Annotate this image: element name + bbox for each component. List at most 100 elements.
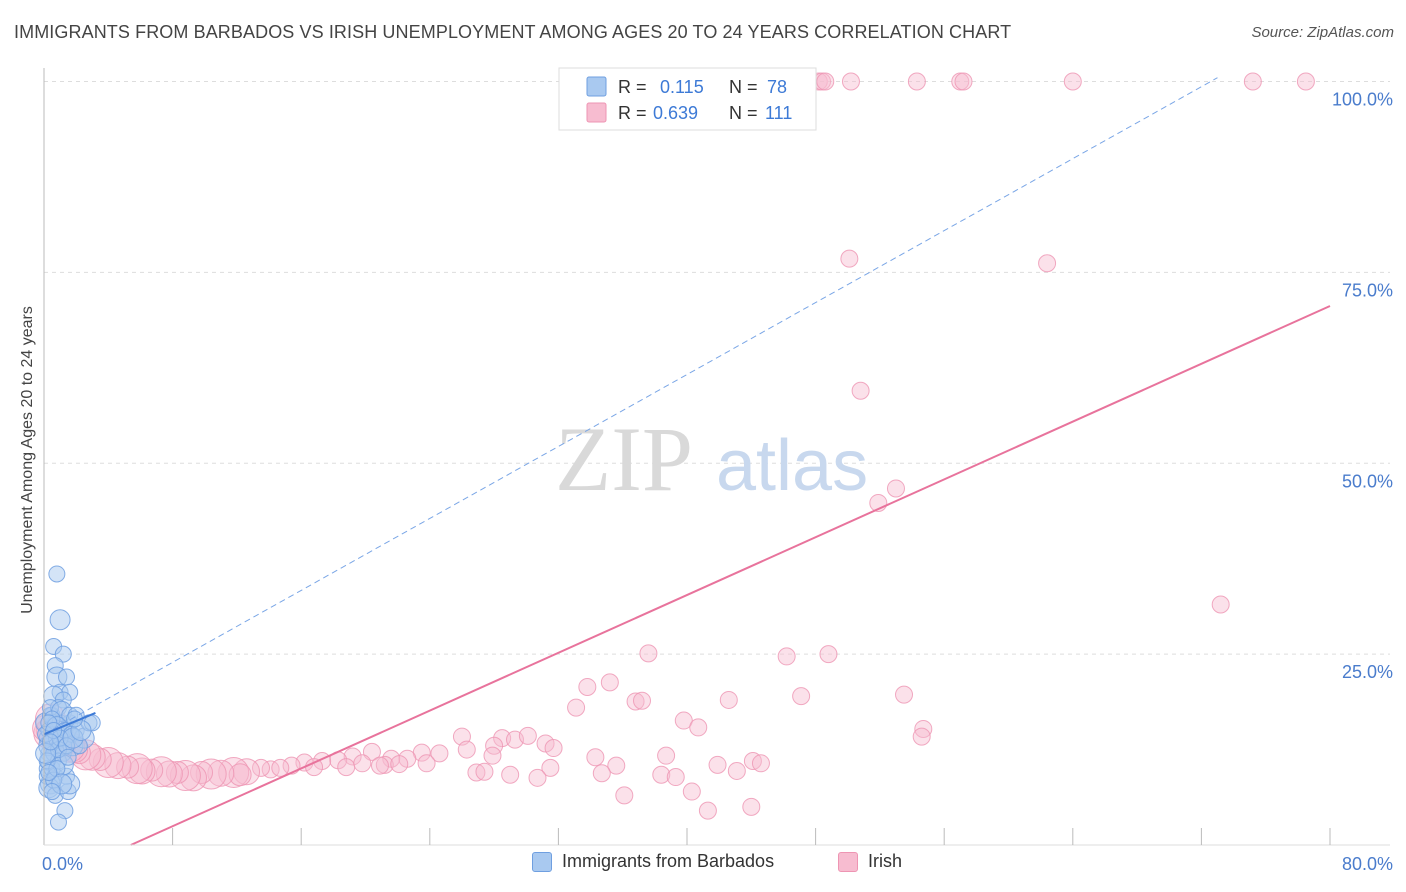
barbados-point — [59, 748, 77, 766]
legend-swatch-blue — [532, 851, 552, 872]
irish-point — [353, 754, 372, 773]
legend-r-value-1: 0.115 — [660, 77, 704, 97]
barbados-points — [35, 565, 101, 831]
irish-point — [592, 764, 611, 783]
irish-trend — [130, 305, 1331, 846]
barbados-point — [58, 668, 76, 686]
irish-point — [145, 756, 177, 788]
legend-label-irish: Irish — [868, 851, 903, 871]
irish-point — [518, 726, 537, 745]
x-tick-label: 0.0% — [42, 854, 83, 874]
legend-n-label-1: N = — [729, 77, 758, 97]
barbados-point — [40, 763, 58, 781]
legend-item-irish[interactable]: Irish — [838, 851, 902, 872]
irish-point — [271, 758, 290, 777]
irish-point — [727, 761, 746, 780]
irish-point — [607, 756, 626, 775]
irish-point — [666, 768, 685, 787]
irish-point — [841, 72, 860, 91]
barbados-trend-dashed — [43, 77, 1218, 735]
irish-point — [816, 72, 835, 91]
irish-point — [895, 685, 914, 704]
legend-swatch-irish — [586, 102, 607, 123]
irish-point — [851, 381, 870, 400]
irish-point — [1211, 595, 1230, 614]
irish-point — [501, 765, 520, 784]
legend-box: R = 0.115 N = 78 R = 0.639 N = 111 — [558, 67, 817, 131]
bottom-legend: Immigrants from Barbados Irish — [0, 851, 1406, 877]
y-tick-label: 50.0% — [1342, 471, 1393, 491]
irish-point — [528, 768, 547, 787]
irish-point — [819, 645, 838, 664]
legend-r-value-2: 0.639 — [653, 103, 698, 123]
irish-point — [1038, 254, 1057, 273]
axes — [43, 68, 1390, 846]
legend-swatch-pink — [838, 851, 858, 872]
legend-item-barbados[interactable]: Immigrants from Barbados — [532, 851, 774, 872]
irish-point — [457, 740, 476, 759]
irish-point — [886, 479, 905, 498]
irish-point — [698, 801, 717, 820]
irish-point — [954, 72, 973, 91]
irish-point — [343, 747, 362, 766]
irish-point — [1063, 72, 1082, 91]
barbados-point — [49, 609, 71, 631]
chart-title: IMMIGRANTS FROM BARBADOS VS IRISH UNEMPL… — [14, 22, 1012, 42]
irish-point — [586, 748, 605, 767]
y-tick-label: 25.0% — [1342, 662, 1393, 682]
irish-point — [475, 762, 494, 781]
irish-point — [615, 786, 634, 805]
irish-point — [195, 758, 227, 790]
irish-point — [689, 718, 708, 737]
irish-point — [777, 647, 796, 666]
y-tick-label: 100.0% — [1332, 90, 1393, 110]
irish-point — [337, 758, 356, 777]
irish-point — [483, 746, 502, 765]
legend-n-value-2: 111 — [765, 103, 792, 123]
y-tick-label: 75.0% — [1342, 280, 1393, 300]
x-tick-label: 80.0% — [1342, 854, 1393, 874]
barbados-point — [41, 733, 59, 751]
gridlines — [44, 81, 1390, 655]
legend-r-label-1: R = — [618, 77, 647, 97]
irish-point — [626, 692, 645, 711]
irish-point — [751, 754, 770, 773]
irish-point — [652, 765, 671, 784]
barbados-point — [43, 783, 61, 801]
legend-r-label-2: R = — [618, 103, 647, 123]
watermark-atlas: atlas — [716, 426, 868, 506]
irish-point — [165, 760, 189, 784]
trend-lines — [43, 77, 1331, 846]
irish-point — [305, 758, 324, 777]
legend-n-label-2: N = — [729, 103, 758, 123]
irish-point — [541, 758, 560, 777]
legend-label-barbados: Immigrants from Barbados — [562, 851, 775, 871]
irish-point — [390, 755, 409, 774]
irish-point — [682, 782, 701, 801]
tick-labels: 25.0% 50.0% 75.0% 100.0% 0.0% 80.0% — [42, 90, 1393, 874]
irish-point — [261, 760, 280, 779]
watermark-zip: ZIP — [555, 408, 693, 510]
irish-point — [375, 755, 394, 774]
source-label: Source: ZipAtlas.com — [1251, 24, 1394, 41]
irish-point — [1296, 72, 1315, 91]
irish-point — [116, 755, 140, 779]
irish-point — [639, 644, 658, 663]
irish-point — [190, 760, 214, 784]
irish-point — [578, 677, 597, 696]
irish-point — [719, 690, 738, 709]
irish-point — [567, 698, 586, 717]
irish-point — [657, 746, 676, 765]
irish-point — [914, 719, 933, 738]
legend-n-value-1: 78 — [767, 77, 787, 97]
irish-point — [742, 797, 761, 816]
irish-point — [1243, 72, 1262, 91]
irish-point — [907, 72, 926, 91]
irish-point — [600, 673, 619, 692]
barbados-point — [48, 565, 66, 583]
legend-swatch-barbados — [586, 76, 607, 97]
irish-point — [207, 759, 235, 787]
irish-point — [708, 755, 727, 774]
irish-point — [674, 711, 693, 730]
